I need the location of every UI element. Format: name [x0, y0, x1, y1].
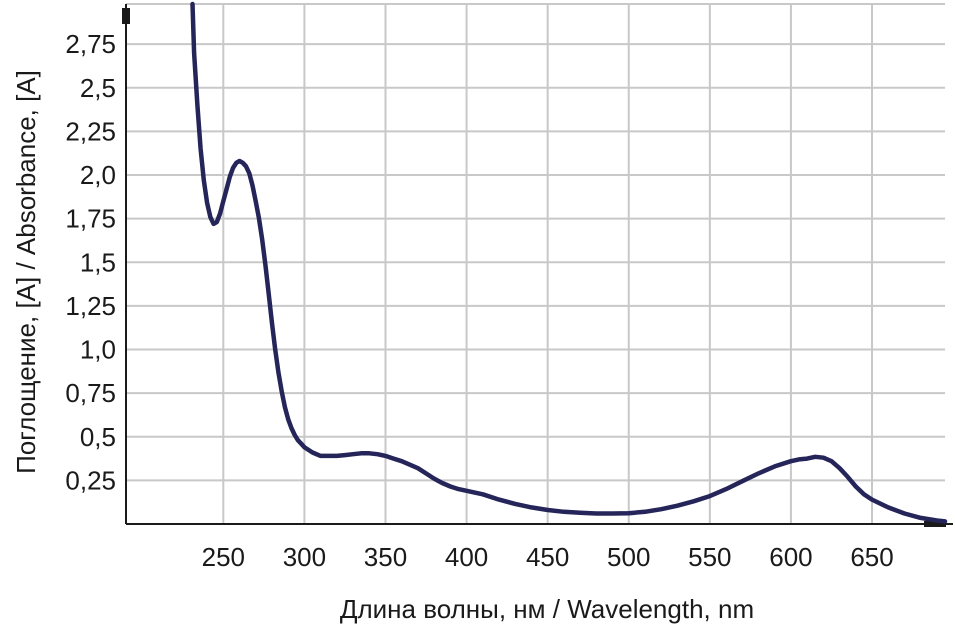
x-tick-labels: 250 300 350 400 450 500 550 600 650	[202, 542, 894, 572]
grid	[126, 3, 945, 524]
y-tick-label: 0,5	[80, 422, 116, 452]
x-tick-label: 350	[364, 542, 407, 572]
axes	[122, 4, 953, 527]
x-tick-label: 500	[607, 542, 650, 572]
absorbance-curve	[190, 1, 948, 524]
y-axis-end-marker	[122, 8, 130, 24]
x-tick-label: 650	[850, 542, 893, 572]
y-tick-label: 0,25	[65, 465, 116, 495]
y-tick-label: 1,0	[80, 335, 116, 365]
y-tick-label: 2,5	[80, 73, 116, 103]
x-tick-label: 600	[769, 542, 812, 572]
x-axis-title: Длина волны, нм / Wavelength, nm	[340, 594, 754, 624]
y-axis-title: Поглощение, [A] / Absorbance, [A]	[11, 70, 41, 474]
y-tick-label: 2,75	[65, 29, 116, 59]
y-tick-label: 0,75	[65, 378, 116, 408]
x-tick-label: 550	[688, 542, 731, 572]
x-axis-end-marker	[924, 521, 946, 527]
y-tick-label: 1,25	[65, 291, 116, 321]
y-tick-labels: 0,25 0,5 0,75 1,0 1,25 1,5 1,75 2,0 2,25 2,5 2,75	[65, 29, 116, 495]
y-tick-label: 2,25	[65, 116, 116, 146]
x-tick-label: 300	[283, 542, 326, 572]
y-tick-label: 1,5	[80, 247, 116, 277]
x-tick-label: 450	[526, 542, 569, 572]
series	[190, 1, 948, 524]
y-tick-label: 1,75	[65, 204, 116, 234]
x-tick-label: 400	[445, 542, 488, 572]
x-tick-label: 250	[202, 542, 245, 572]
y-tick-label: 2,0	[80, 160, 116, 190]
